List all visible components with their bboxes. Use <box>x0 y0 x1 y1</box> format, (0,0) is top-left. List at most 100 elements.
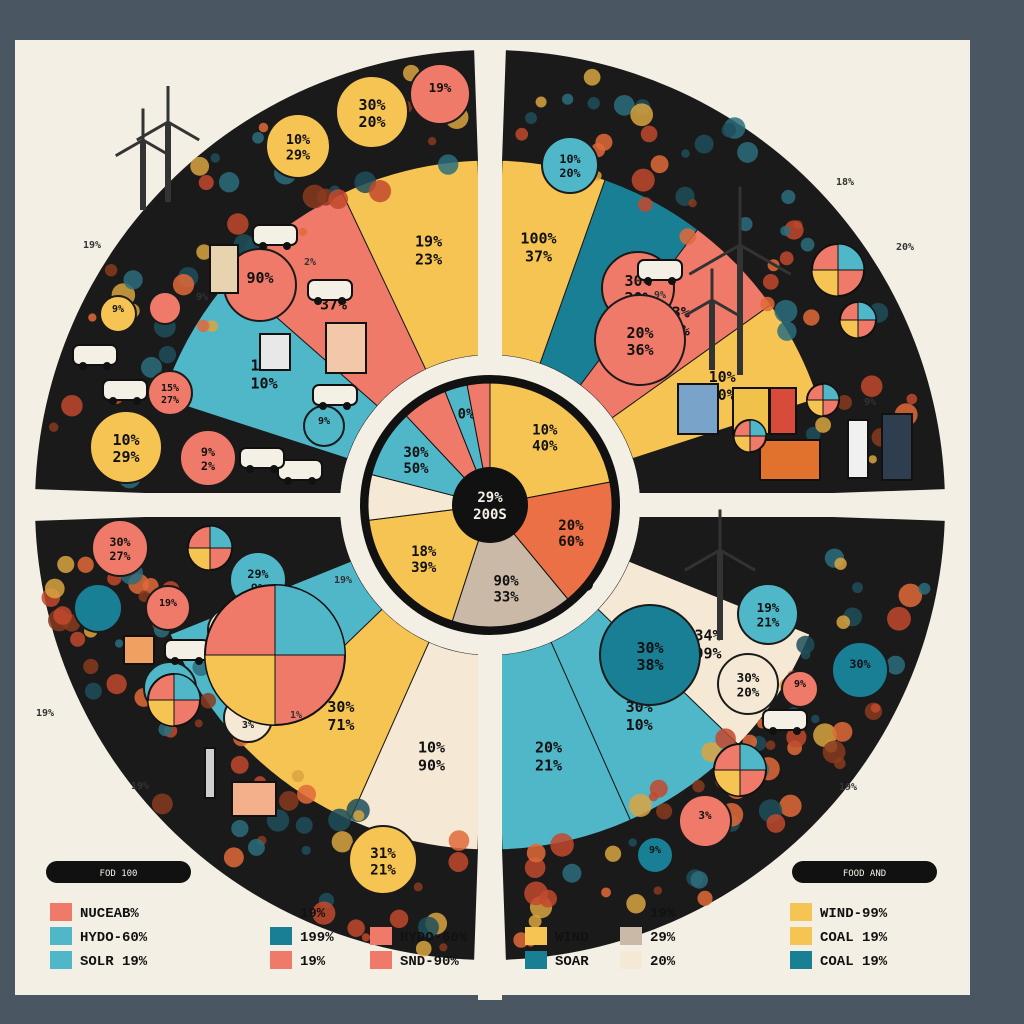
ring-top-right-slice-label: 100% <box>520 230 556 248</box>
data-bubble <box>636 836 674 874</box>
data-bubble <box>594 294 686 386</box>
bubble-label: 30% <box>109 535 130 549</box>
texture-dot <box>84 682 102 700</box>
texture-dot <box>302 184 327 209</box>
legend-text: WIND <box>555 930 589 946</box>
data-bubble <box>831 641 889 699</box>
texture-dot <box>777 321 797 341</box>
bubble-label: 10% <box>112 431 139 449</box>
texture-dot <box>53 606 72 625</box>
texture-dot <box>353 810 365 822</box>
data-bubble <box>89 410 163 484</box>
mini-pie-icon <box>147 673 201 727</box>
texture-dot <box>715 728 736 750</box>
data-bubble <box>179 429 237 487</box>
texture-dot <box>721 122 737 138</box>
texture-dot <box>701 741 722 762</box>
legend-swatch <box>50 951 72 969</box>
bubble-label: 9% <box>318 416 330 427</box>
texture-dot <box>123 270 143 290</box>
mini-pie-slice <box>806 399 824 417</box>
texture-dot <box>331 831 353 853</box>
texture-dot <box>765 740 776 751</box>
legend-text: NUCEAB% <box>80 906 139 922</box>
side-labels: 19% 2% 18% 20% 19% 19% 1% 9% 19% 9% 9% 19% <box>36 177 914 793</box>
turbine-blade <box>688 243 741 276</box>
center-pie-label: 200S <box>473 507 507 523</box>
turbine-blade <box>136 120 169 142</box>
texture-dot <box>779 794 802 818</box>
texture-dot <box>77 556 94 573</box>
texture-dot <box>562 863 582 883</box>
texture-dot <box>898 583 923 608</box>
ring-bottom-left-slice-label: 90% <box>418 756 445 774</box>
bubble-label: 3% <box>242 720 254 731</box>
turbine-tower <box>737 245 743 375</box>
texture-dot <box>515 127 529 141</box>
data-bubble <box>409 63 471 125</box>
legend-header-text: FOOD AND <box>843 869 886 879</box>
texture-dot <box>448 852 469 872</box>
vehicle-wheel <box>79 362 87 370</box>
bubble-label: 20% <box>737 685 760 700</box>
texture-dot <box>417 916 439 938</box>
texture-dot <box>918 582 931 595</box>
texture-dot <box>196 244 212 260</box>
building-icon <box>123 635 155 665</box>
building-icon <box>259 333 291 371</box>
texture-dot <box>223 847 244 868</box>
center-pie-slice-label: 50% <box>403 461 429 477</box>
texture-dot <box>140 356 162 378</box>
texture-dot <box>312 901 336 925</box>
legend-text: 199% <box>300 930 334 946</box>
ring-bottom-left-slice-label: 30% <box>327 698 354 716</box>
ring-bottom-right-slice-label: 20% <box>535 738 562 756</box>
legend-text: SND-90% <box>400 954 459 970</box>
vehicle-body <box>102 379 148 401</box>
center-pie-slice-label: 40% <box>532 439 558 455</box>
texture-dot <box>649 779 668 798</box>
mini-pie-icon <box>713 743 767 797</box>
bubble-label: 29% <box>247 567 268 581</box>
texture-dot <box>760 296 775 312</box>
texture-dot <box>114 639 124 648</box>
texture-dot <box>834 757 846 770</box>
ring-top-left-slice-label: 19% <box>415 232 442 250</box>
vehicle-body <box>307 279 353 301</box>
vehicle-body <box>252 224 298 246</box>
vehicle-wheel <box>270 465 278 473</box>
vehicle-icon <box>252 224 298 250</box>
texture-dot <box>628 794 652 818</box>
vehicle-wheel <box>343 402 351 410</box>
texture-dot <box>200 692 217 709</box>
texture-dot <box>886 655 906 675</box>
texture-dot <box>738 217 753 232</box>
building-icon <box>769 387 797 435</box>
texture-dot <box>389 909 409 929</box>
texture-dot <box>780 225 791 236</box>
legend-swatch <box>50 927 72 945</box>
mini-pie-slice <box>839 319 859 339</box>
texture-dot <box>413 882 423 892</box>
data-bubble <box>541 136 599 194</box>
building-icon <box>209 244 239 294</box>
bubble-label: 9% <box>201 445 215 459</box>
building-icon <box>204 747 216 799</box>
texture-dot <box>650 155 669 174</box>
legend-text: HYDO-60% <box>400 930 468 946</box>
mini-pie-slice <box>204 654 276 726</box>
turbine-blade <box>114 138 144 158</box>
texture-dot <box>57 555 75 573</box>
legend-swatch <box>525 951 547 969</box>
texture-dot <box>656 803 673 820</box>
vehicle-body <box>164 639 210 661</box>
texture-dot <box>190 156 210 176</box>
legend-text: 19% <box>650 906 676 922</box>
bubble-label: 29% <box>112 448 139 466</box>
bubble-label: 9% <box>794 679 806 690</box>
texture-dot <box>158 346 177 364</box>
building-icon <box>231 781 277 817</box>
vehicle-icon <box>164 639 210 665</box>
mini-pie-slice <box>749 419 767 437</box>
texture-dot <box>172 274 195 296</box>
